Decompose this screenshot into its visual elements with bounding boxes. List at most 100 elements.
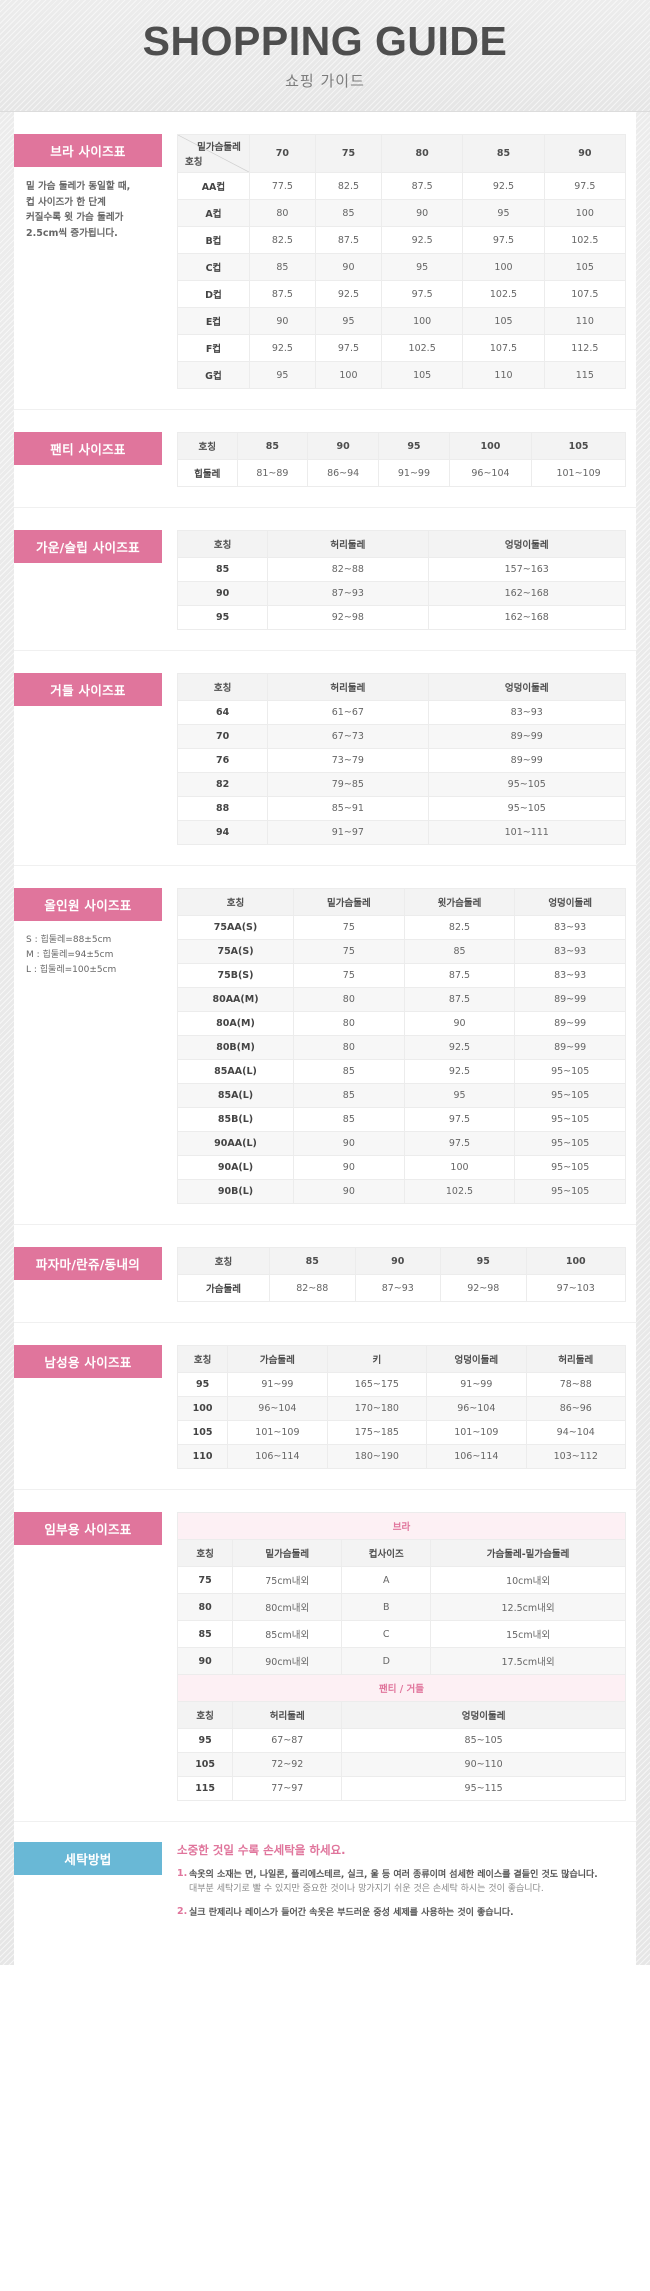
table-cell: 87.5 bbox=[403, 987, 516, 1012]
bra-table-wrap: 밑가슴둘레 호칭 70 75 80 85 90 AA컵 77.5 82.5 87.5 9… bbox=[169, 134, 627, 389]
gown-table-body: 85 82~88 157~163 90 87~93 162~168 95 92~98 162~1… bbox=[176, 557, 626, 630]
table-cell: 95~105 bbox=[514, 1107, 626, 1132]
table-cell: 162~168 bbox=[427, 581, 626, 606]
table-cell: 90 bbox=[293, 1155, 405, 1180]
col-head: 90 bbox=[543, 134, 627, 173]
section-pajama: 파자마/란쥬/동내의 호칭 85 90 95 100 가슴둘레 82~88 87~93 92~… bbox=[14, 1224, 636, 1322]
table-cell: 85 bbox=[293, 1059, 405, 1084]
table-row: 88 85~91 95~105 bbox=[176, 796, 626, 821]
pajama-size-table: 호칭 85 90 95 100 가슴둘레 82~88 87~93 92~98 97~103 bbox=[176, 1247, 627, 1302]
table-cell: 80A(M) bbox=[176, 1011, 295, 1036]
table-cell: 87.5 bbox=[314, 226, 382, 254]
section-girdle: 거들 사이즈표 호칭 허리둘레 엉덩이둘레 64 61~67 83~93 70 67~73 8… bbox=[14, 650, 636, 865]
bra-table-body: AA컵 77.5 82.5 87.5 92.5 97.5 A컵 80 85 90 95 100 B컵 82… bbox=[177, 172, 627, 389]
table-cell: 157~163 bbox=[427, 557, 626, 582]
table-cell: 67~87 bbox=[232, 1728, 343, 1753]
washing-title: 소중한 것일 수록 손세탁을 하세요. bbox=[177, 1843, 346, 1857]
table-cell: 95 bbox=[462, 199, 545, 227]
section-label-men: 남성용 사이즈표 bbox=[14, 1345, 162, 1378]
table-cell: 105 bbox=[462, 307, 545, 335]
table-header-row: 호칭 허리둘레 엉덩이둘레 bbox=[176, 673, 626, 701]
table-cell: 102.5 bbox=[403, 1179, 516, 1204]
section-label-all-in-one: 올인원 사이즈표 bbox=[14, 888, 162, 921]
section-maternity: 임부용 사이즈표 브라 호칭 밑가슴둘레 컵사이즈 가슴둘레-밑가슴둘레 75 75cm내… bbox=[14, 1489, 636, 1821]
table-cell: 90 bbox=[248, 307, 316, 335]
row-label: AA컵 bbox=[177, 172, 250, 200]
table-row: A컵 80 85 90 95 100 bbox=[177, 199, 627, 227]
table-cell: 82.5 bbox=[248, 226, 316, 254]
col-head: 호칭 bbox=[177, 432, 238, 460]
table-header-row: 호칭 85 90 95 100 bbox=[176, 1247, 627, 1275]
col-head: 75 bbox=[314, 134, 382, 173]
table-cell: 95 bbox=[380, 253, 464, 281]
table-cell: 97.5 bbox=[314, 334, 382, 362]
col-head: 호칭 bbox=[176, 1345, 229, 1373]
section-label-panty: 팬티 사이즈표 bbox=[14, 432, 162, 465]
table-cell: 80 bbox=[293, 987, 405, 1012]
table-cell: 82~88 bbox=[267, 557, 429, 582]
allinone-table-body: 75AA(S) 75 82.5 83~93 75A(S) 75 85 83~93 75B(S) 7… bbox=[176, 915, 626, 1204]
section-label-gown-slip: 가운/슬립 사이즈표 bbox=[14, 530, 162, 563]
table-cell: 77.5 bbox=[248, 172, 316, 200]
table-cell: 85 bbox=[176, 1620, 234, 1648]
table-cell: 92.5 bbox=[403, 1059, 516, 1084]
pajama-table-body: 가슴둘레 82~88 87~93 92~98 97~103 bbox=[176, 1274, 627, 1302]
table-cell: 90A(L) bbox=[176, 1155, 295, 1180]
table-cell: 15cm내외 bbox=[430, 1620, 626, 1648]
table-cell: 107.5 bbox=[462, 334, 545, 362]
col-head: 허리둘레 bbox=[267, 530, 429, 558]
washing-item-text: 속옷의 소재는 면, 나일론, 폴리에스테르, 실크, 울 등 여러 종류이며 … bbox=[189, 1870, 598, 1895]
table-row: 95 92~98 162~168 bbox=[176, 605, 626, 630]
table-cell: 100 bbox=[314, 361, 382, 389]
men-table-wrap: 호칭 가슴둘레 키 엉덩이둘레 허리둘레 95 91~99 165~175 91~99 78~8… bbox=[169, 1345, 627, 1469]
row-label: A컵 bbox=[177, 199, 250, 227]
table-cell: 95 bbox=[176, 1372, 229, 1397]
table-cell: 94~104 bbox=[525, 1420, 627, 1445]
table-cell: 82 bbox=[176, 772, 269, 797]
col-head: 키 bbox=[326, 1345, 428, 1373]
table-row: E컵 90 95 100 105 110 bbox=[177, 307, 627, 335]
table-cell: 91~99 bbox=[426, 1372, 527, 1397]
diag-bottom-label: 호칭 bbox=[185, 157, 203, 168]
bra-size-table: 밑가슴둘레 호칭 70 75 80 85 90 AA컵 77.5 82.5 87.5 9… bbox=[177, 134, 627, 389]
table-cell: 110 bbox=[462, 361, 545, 389]
left-stripe bbox=[0, 112, 14, 1966]
table-cell: 75AA(S) bbox=[176, 915, 295, 940]
table-cell: 75cm내외 bbox=[232, 1566, 343, 1594]
table-cell: 100 bbox=[543, 199, 627, 227]
washing-item: 2. 실크 란제리나 레이스가 들어간 속옷은 부드러운 중성 세제를 사용하는 … bbox=[177, 1906, 626, 1920]
table-cell: 95~105 bbox=[514, 1083, 626, 1108]
table-cell: 85 bbox=[248, 253, 316, 281]
table-cell: 110 bbox=[176, 1444, 229, 1469]
section-bra-side: 브라 사이즈표 밑 가슴 둘레가 동일할 때, 컵 사이즈가 한 단계 커질수록 윗… bbox=[14, 134, 169, 242]
table-cell: 87.5 bbox=[248, 280, 316, 308]
table-cell: 83~93 bbox=[514, 963, 626, 988]
table-cell: C bbox=[341, 1620, 432, 1648]
table-cell: 90 bbox=[403, 1011, 516, 1036]
allinone-table-wrap: 호칭 밑가슴둘레 윗가슴둘레 엉덩이둘레 75AA(S) 75 82.5 83~93 75A(… bbox=[169, 888, 626, 1204]
table-cell: 97.5 bbox=[403, 1107, 516, 1132]
section-gown-slip: 가운/슬립 사이즈표 호칭 허리둘레 엉덩이둘레 85 82~88 157~163 90 8… bbox=[14, 507, 636, 650]
col-head: 호칭 bbox=[176, 530, 269, 558]
table-row: 94 91~97 101~111 bbox=[176, 820, 626, 845]
table-row: 80A(M) 80 90 89~99 bbox=[176, 1011, 626, 1036]
table-cell: 92~98 bbox=[440, 1274, 527, 1302]
table-row: 85B(L) 85 97.5 95~105 bbox=[176, 1107, 626, 1132]
gown-size-table: 호칭 허리둘레 엉덩이둘레 85 82~88 157~163 90 87~93 162~168… bbox=[176, 530, 626, 630]
table-row: G컵 95 100 105 110 115 bbox=[177, 361, 627, 389]
section-panty-side: 팬티 사이즈표 bbox=[14, 432, 169, 465]
all-in-one-size-table: 호칭 밑가슴둘레 윗가슴둘레 엉덩이둘레 75AA(S) 75 82.5 83~93 75A(… bbox=[176, 888, 626, 1204]
table-cell: 101~109 bbox=[531, 459, 626, 487]
table-cell: 77~97 bbox=[232, 1776, 343, 1801]
table-header-row: 호칭 밑가슴둘레 컵사이즈 가슴둘레-밑가슴둘레 bbox=[176, 1539, 626, 1567]
table-cell: 102.5 bbox=[380, 334, 464, 362]
note-line: L : 힙둘레=100±5cm bbox=[26, 964, 117, 975]
maternity-size-table: 브라 호칭 밑가슴둘레 컵사이즈 가슴둘레-밑가슴둘레 75 75cm내외 A 10cm내외 8… bbox=[176, 1512, 626, 1801]
footer-spacer bbox=[14, 1955, 636, 1966]
table-cell: 12.5cm내외 bbox=[430, 1593, 626, 1621]
table-cell: 105 bbox=[543, 253, 627, 281]
table-cell: 112.5 bbox=[543, 334, 627, 362]
table-cell: 101~111 bbox=[427, 820, 626, 845]
panty-size-table: 호칭 85 90 95 100 105 힙둘레 81~89 86~94 91~99 96~104 1… bbox=[177, 432, 626, 487]
washing-item-number: 1. bbox=[177, 1868, 188, 1879]
